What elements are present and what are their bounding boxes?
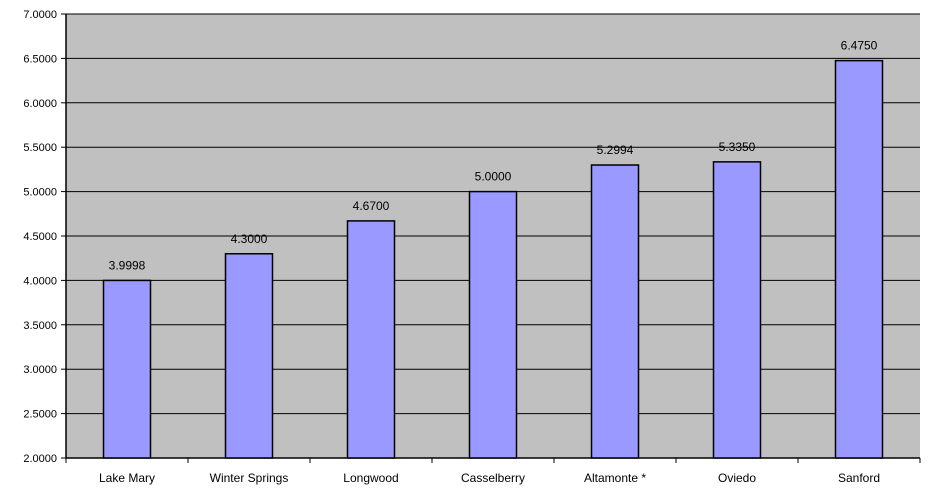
x-tick-label: Lake Mary xyxy=(99,471,155,485)
y-tick-label: 4.5000 xyxy=(23,231,57,243)
data-label: 5.0000 xyxy=(475,170,512,184)
y-tick-label: 6.0000 xyxy=(23,98,57,110)
y-tick-label: 6.5000 xyxy=(23,53,57,65)
x-tick-label: Winter Springs xyxy=(210,471,289,485)
y-tick-label: 2.0000 xyxy=(23,453,57,465)
y-tick-label: 7.0000 xyxy=(23,9,57,21)
data-label: 5.2994 xyxy=(597,143,634,157)
y-tick-label: 4.0000 xyxy=(23,275,57,287)
bar xyxy=(590,164,640,459)
x-tick-label: Longwood xyxy=(343,471,398,485)
bar xyxy=(834,59,884,459)
x-tick-label: Sanford xyxy=(838,471,880,485)
bar xyxy=(224,253,274,459)
y-tick-label: 2.5000 xyxy=(23,409,57,421)
bar xyxy=(102,279,152,459)
data-label: 3.9998 xyxy=(109,258,146,272)
bar xyxy=(712,161,762,459)
bar xyxy=(468,190,518,459)
bar xyxy=(346,220,396,459)
data-label: 5.3350 xyxy=(719,140,756,154)
data-label: 4.3000 xyxy=(231,232,268,246)
y-tick-label: 3.5000 xyxy=(23,320,57,332)
data-label: 6.4750 xyxy=(841,39,878,53)
y-tick-label: 5.5000 xyxy=(23,142,57,154)
x-tick-label: Casselberry xyxy=(461,471,525,485)
y-tick-label: 5.0000 xyxy=(23,187,57,199)
x-tick-label: Oviedo xyxy=(718,471,756,485)
y-tick-label: 3.0000 xyxy=(23,364,57,376)
x-tick-label: Altamonte * xyxy=(584,471,646,485)
data-label: 4.6700 xyxy=(353,199,390,213)
